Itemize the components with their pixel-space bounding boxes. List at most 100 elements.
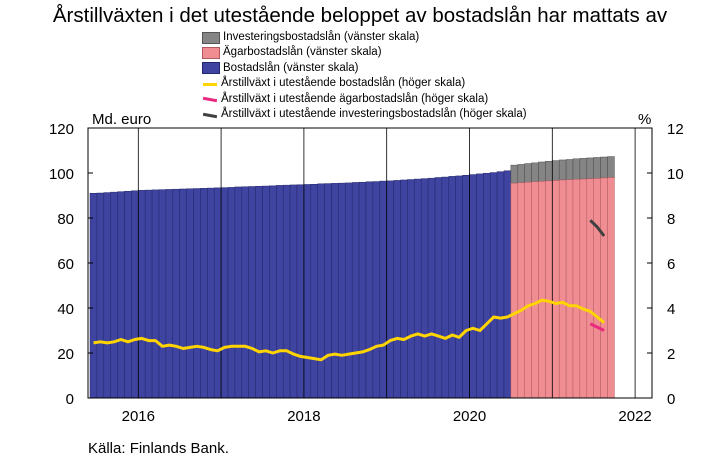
bar-bostadslan bbox=[317, 183, 325, 399]
bar-agarbostadslan bbox=[565, 179, 574, 399]
left-tick-label: 40 bbox=[57, 301, 74, 318]
source-note: Källa: Finlands Bank. bbox=[88, 440, 229, 457]
bar-bostadslan bbox=[144, 189, 153, 399]
bar-bostadslan bbox=[179, 188, 187, 399]
right-tick-label: 2 bbox=[667, 346, 675, 363]
legend-line-yellow bbox=[202, 79, 218, 89]
bar-bostadslan bbox=[338, 182, 346, 399]
bar-bostadslan bbox=[165, 189, 174, 399]
bar-bostadslan bbox=[476, 173, 484, 399]
bar-agarbostadslan bbox=[552, 180, 560, 399]
bar-bostadslan bbox=[407, 179, 415, 399]
right-tick-label: 8 bbox=[667, 211, 675, 228]
bar-bostadslan bbox=[303, 184, 312, 399]
right-tick-label: 6 bbox=[667, 256, 675, 273]
legend-swatch-blue bbox=[202, 62, 220, 75]
bar-bostadslan bbox=[420, 178, 429, 399]
bar-bostadslan bbox=[282, 184, 291, 399]
bar-agarbostadslan bbox=[538, 181, 546, 399]
x-tick-label: 2016 bbox=[122, 408, 155, 425]
bar-bostadslan bbox=[262, 185, 270, 399]
bar-investeringsbostadslan bbox=[517, 164, 525, 183]
bar-agarbostadslan bbox=[531, 181, 539, 399]
bar-bostadslan bbox=[345, 182, 353, 399]
right-axis-unit: % bbox=[638, 111, 651, 128]
bar-investeringsbostadslan bbox=[600, 156, 608, 179]
bar-bostadslan bbox=[200, 188, 208, 399]
bar-bostadslan bbox=[448, 176, 456, 399]
x-tick-label: 2018 bbox=[287, 408, 320, 425]
bar-investeringsbostadslan bbox=[593, 157, 601, 179]
bar-bostadslan bbox=[158, 189, 167, 399]
bar-bostadslan bbox=[386, 180, 394, 399]
chart-title: Årstillväxten i det utestående beloppet … bbox=[52, 4, 668, 27]
chart-legend: Investeringsbostadslån (vänster skala) Ä… bbox=[202, 30, 527, 122]
bar-agarbostadslan bbox=[517, 182, 525, 399]
bar-bostadslan bbox=[489, 172, 498, 399]
bar-investeringsbostadslan bbox=[545, 161, 553, 182]
bar-agarbostadslan bbox=[558, 179, 567, 399]
bar-investeringsbostadslan bbox=[607, 156, 615, 178]
bar-bostadslan bbox=[400, 179, 408, 399]
bar-bostadslan bbox=[331, 183, 339, 399]
bar-investeringsbostadslan bbox=[558, 159, 567, 181]
legend-label: Ägarbostadslån (vänster skala) bbox=[223, 46, 382, 59]
right-tick-label: 4 bbox=[667, 301, 675, 318]
bar-bostadslan bbox=[131, 190, 139, 399]
legend-item-growth-agar: Årstillväxt i utestående ägarbostadslån … bbox=[202, 92, 527, 107]
bar-bostadslan bbox=[455, 175, 463, 399]
bar-bostadslan bbox=[255, 186, 263, 399]
bar-bostadslan bbox=[379, 180, 387, 399]
right-tick-label: 0 bbox=[667, 391, 675, 408]
bar-bostadslan bbox=[483, 172, 491, 399]
bar-investeringsbostadslan bbox=[552, 160, 560, 181]
bar-agarbostadslan bbox=[524, 181, 532, 399]
bar-bostadslan bbox=[117, 191, 125, 399]
bar-investeringsbostadslan bbox=[565, 159, 574, 180]
bar-investeringsbostadslan bbox=[579, 158, 588, 180]
legend-label: Årstillväxt i utestående investeringsbos… bbox=[221, 107, 527, 120]
bar-bostadslan bbox=[193, 188, 201, 399]
bar-bostadslan bbox=[427, 177, 436, 399]
left-axis-unit: Md. euro bbox=[92, 111, 151, 128]
bar-agarbostadslan bbox=[600, 177, 608, 399]
bar-bostadslan bbox=[269, 185, 277, 399]
bar-bostadslan bbox=[393, 180, 401, 399]
x-tick-label: 2022 bbox=[618, 408, 651, 425]
legend-label: Bostadslån (vänster skala) bbox=[223, 61, 359, 74]
legend-item-agarbostadslan: Ägarbostadslån (vänster skala) bbox=[202, 45, 527, 60]
legend-label: Årstillväxt i utestående bostadslån (hög… bbox=[221, 77, 466, 90]
bar-bostadslan bbox=[234, 186, 243, 399]
bar-agarbostadslan bbox=[579, 178, 588, 399]
bar-bostadslan bbox=[172, 188, 180, 399]
bar-agarbostadslan bbox=[572, 179, 581, 399]
left-tick-label: 80 bbox=[57, 211, 74, 228]
bar-bostadslan bbox=[496, 171, 505, 399]
bar-bostadslan bbox=[151, 189, 160, 399]
line-series-0 bbox=[93, 298, 606, 362]
left-tick-label: 60 bbox=[57, 256, 74, 273]
left-tick-label: 100 bbox=[49, 166, 74, 183]
x-tick-label: 2020 bbox=[453, 408, 486, 425]
bar-bostadslan bbox=[324, 183, 332, 399]
bar-bostadslan bbox=[220, 187, 229, 399]
line-series-2 bbox=[589, 219, 606, 237]
bar-bostadslan bbox=[469, 174, 477, 399]
left-tick-label: 120 bbox=[49, 121, 74, 138]
bar-agarbostadslan bbox=[510, 182, 519, 399]
legend-label: Investeringsbostadslån (vänster skala) bbox=[223, 31, 420, 43]
legend-item-growth-total: Årstillväxt i utestående bostadslån (hög… bbox=[202, 76, 527, 91]
bar-investeringsbostadslan bbox=[586, 157, 594, 179]
right-tick-label: 12 bbox=[667, 121, 684, 138]
left-tick-label: 20 bbox=[57, 346, 74, 363]
bar-bostadslan bbox=[213, 187, 222, 399]
bar-bostadslan bbox=[503, 170, 512, 399]
legend-label: Årstillväxt i utestående ägarbostadslån … bbox=[221, 92, 489, 105]
bar-bostadslan bbox=[434, 177, 443, 399]
bar-bostadslan bbox=[365, 181, 374, 399]
bar-bostadslan bbox=[441, 176, 450, 399]
bar-bostadslan bbox=[351, 182, 360, 399]
bar-bostadslan bbox=[227, 187, 236, 399]
bar-bostadslan bbox=[276, 185, 284, 399]
